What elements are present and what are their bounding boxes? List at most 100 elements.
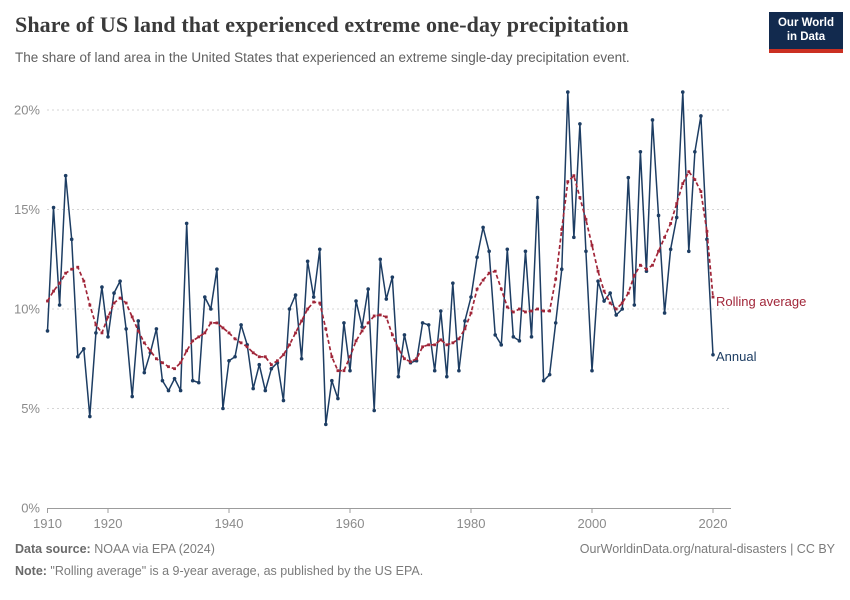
data-point[interactable] bbox=[354, 299, 358, 303]
data-point[interactable] bbox=[529, 335, 534, 339]
data-point[interactable] bbox=[523, 249, 528, 254]
data-point[interactable] bbox=[542, 309, 545, 313]
data-point[interactable] bbox=[620, 301, 624, 305]
data-point[interactable] bbox=[215, 267, 219, 272]
data-point[interactable] bbox=[415, 357, 418, 361]
data-point[interactable] bbox=[124, 327, 128, 331]
data-point[interactable] bbox=[233, 337, 237, 341]
data-point[interactable] bbox=[118, 279, 122, 283]
data-point[interactable] bbox=[94, 331, 98, 335]
data-point[interactable] bbox=[639, 263, 642, 267]
data-point[interactable] bbox=[560, 228, 564, 231]
data-point[interactable] bbox=[511, 310, 515, 314]
data-point[interactable] bbox=[227, 358, 231, 363]
data-point[interactable] bbox=[427, 343, 431, 347]
data-point[interactable] bbox=[372, 314, 376, 318]
data-point[interactable] bbox=[530, 309, 533, 313]
data-point[interactable] bbox=[288, 343, 291, 347]
data-point[interactable] bbox=[317, 247, 322, 252]
data-point[interactable] bbox=[626, 291, 630, 295]
data-point[interactable] bbox=[438, 309, 443, 313]
data-point[interactable] bbox=[269, 366, 274, 371]
data-point[interactable] bbox=[493, 333, 498, 337]
data-point[interactable] bbox=[112, 291, 116, 295]
data-point[interactable] bbox=[69, 237, 74, 242]
data-point[interactable] bbox=[566, 180, 570, 184]
data-point[interactable] bbox=[251, 351, 255, 355]
data-point[interactable] bbox=[572, 174, 576, 178]
data-point[interactable] bbox=[511, 335, 516, 339]
data-point[interactable] bbox=[590, 368, 594, 373]
data-point[interactable] bbox=[457, 337, 461, 341]
data-point[interactable] bbox=[469, 295, 473, 299]
data-point[interactable] bbox=[306, 307, 310, 311]
data-point[interactable] bbox=[366, 321, 370, 325]
data-point[interactable] bbox=[251, 386, 255, 391]
data-point[interactable] bbox=[602, 299, 606, 303]
data-point[interactable] bbox=[403, 357, 406, 361]
data-point[interactable] bbox=[711, 295, 715, 299]
data-point[interactable] bbox=[276, 359, 279, 363]
data-point[interactable] bbox=[711, 352, 715, 357]
data-point[interactable] bbox=[269, 363, 273, 367]
data-point[interactable] bbox=[300, 319, 303, 323]
data-point[interactable] bbox=[360, 329, 364, 333]
data-point[interactable] bbox=[378, 257, 383, 262]
data-point[interactable] bbox=[239, 341, 243, 345]
data-point[interactable] bbox=[118, 296, 122, 300]
data-point[interactable] bbox=[172, 376, 177, 381]
data-point[interactable] bbox=[614, 307, 618, 311]
data-point[interactable] bbox=[397, 347, 400, 351]
data-point[interactable] bbox=[257, 355, 261, 359]
data-point[interactable] bbox=[553, 321, 558, 325]
data-point[interactable] bbox=[481, 278, 485, 282]
data-point[interactable] bbox=[88, 303, 92, 307]
data-point[interactable] bbox=[663, 235, 666, 239]
data-point[interactable] bbox=[451, 341, 455, 345]
data-point[interactable] bbox=[632, 273, 636, 277]
data-point[interactable] bbox=[632, 303, 637, 307]
data-point[interactable] bbox=[330, 378, 334, 383]
data-point[interactable] bbox=[324, 327, 328, 331]
data-point[interactable] bbox=[203, 295, 207, 299]
data-point[interactable] bbox=[432, 368, 437, 373]
data-point[interactable] bbox=[699, 190, 703, 193]
data-point[interactable] bbox=[693, 149, 697, 154]
data-point[interactable] bbox=[457, 368, 461, 373]
data-point[interactable] bbox=[366, 287, 370, 291]
data-point[interactable] bbox=[590, 243, 594, 247]
data-point[interactable] bbox=[184, 221, 189, 226]
data-point[interactable] bbox=[384, 297, 389, 301]
data-point[interactable] bbox=[100, 331, 104, 335]
data-point[interactable] bbox=[130, 394, 134, 399]
data-point[interactable] bbox=[475, 255, 479, 260]
data-point[interactable] bbox=[167, 365, 170, 369]
data-point[interactable] bbox=[360, 325, 364, 329]
data-point[interactable] bbox=[445, 374, 449, 379]
data-point[interactable] bbox=[518, 307, 521, 311]
data-point[interactable] bbox=[52, 289, 55, 293]
data-point[interactable] bbox=[45, 329, 50, 333]
data-point[interactable] bbox=[378, 313, 382, 317]
data-point[interactable] bbox=[608, 291, 612, 295]
data-point[interactable] bbox=[657, 249, 660, 253]
data-point[interactable] bbox=[608, 301, 612, 305]
data-point[interactable] bbox=[433, 343, 437, 347]
data-point[interactable] bbox=[487, 271, 491, 275]
data-point[interactable] bbox=[505, 247, 510, 252]
data-point[interactable] bbox=[396, 374, 401, 379]
data-point[interactable] bbox=[536, 307, 539, 311]
owid-credit-link[interactable]: OurWorldinData.org/natural-disasters | C… bbox=[579, 542, 835, 556]
data-point[interactable] bbox=[596, 269, 600, 273]
data-point[interactable] bbox=[82, 279, 86, 283]
data-point[interactable] bbox=[548, 309, 552, 313]
data-point[interactable] bbox=[160, 378, 165, 383]
data-point[interactable] bbox=[287, 307, 292, 311]
data-point[interactable] bbox=[656, 213, 661, 218]
data-point[interactable] bbox=[439, 338, 443, 342]
data-point[interactable] bbox=[245, 345, 249, 349]
data-point[interactable] bbox=[651, 263, 654, 267]
data-point[interactable] bbox=[626, 175, 631, 180]
data-point[interactable] bbox=[675, 202, 679, 205]
data-point[interactable] bbox=[64, 271, 68, 275]
